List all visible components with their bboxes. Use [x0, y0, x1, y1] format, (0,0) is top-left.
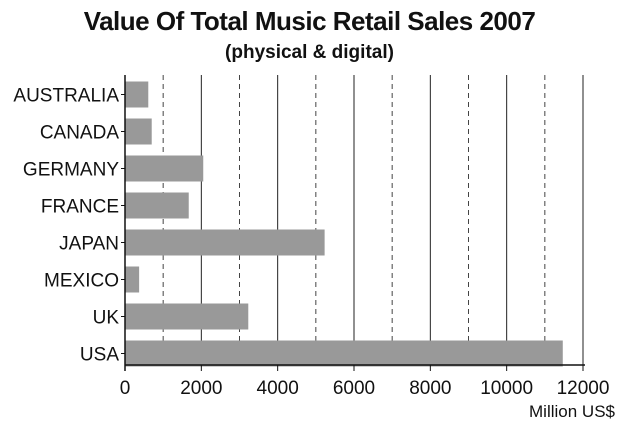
x-tick-label: 2000 [180, 378, 222, 399]
x-tick-label: 0 [120, 378, 131, 399]
bar-germany [125, 155, 204, 182]
bar-uk [125, 303, 249, 330]
x-axis-label: Million US$ [529, 402, 615, 421]
chart-subtitle: (physical & digital) [225, 42, 394, 63]
category-label-canada: CANADA [40, 123, 120, 144]
axes-group [121, 75, 585, 371]
x-tick-label: 6000 [333, 378, 375, 399]
category-label-australia: AUSTRALIA [13, 86, 119, 107]
category-label-usa: USA [80, 345, 119, 366]
category-label-uk: UK [93, 308, 120, 329]
bars-group [125, 81, 563, 367]
x-tick-label: 10000 [480, 378, 533, 399]
category-label-france: FRANCE [41, 197, 119, 218]
bar-france [125, 192, 189, 219]
bar-japan [125, 229, 325, 256]
category-label-mexico: MEXICO [44, 271, 119, 292]
bar-canada [125, 118, 152, 145]
category-label-germany: GERMANY [23, 160, 119, 181]
category-label-japan: JAPAN [59, 234, 119, 255]
category-labels: AUSTRALIA CANADA GERMANY FRANCE JAPAN MEXICO U… [13, 86, 119, 366]
x-tick-label: 4000 [257, 378, 299, 399]
chart-title: Value Of Total Music Retail Sales 2007 [83, 6, 536, 36]
grid-lines [162, 75, 584, 365]
x-tick-labels: 0 2000 4000 6000 8000 10000 12000 [120, 378, 610, 399]
bar-usa [125, 340, 563, 367]
bar-australia [125, 81, 149, 108]
x-tick-label: 8000 [409, 378, 451, 399]
bar-mexico [125, 266, 140, 293]
x-tick-label: 12000 [557, 378, 610, 399]
